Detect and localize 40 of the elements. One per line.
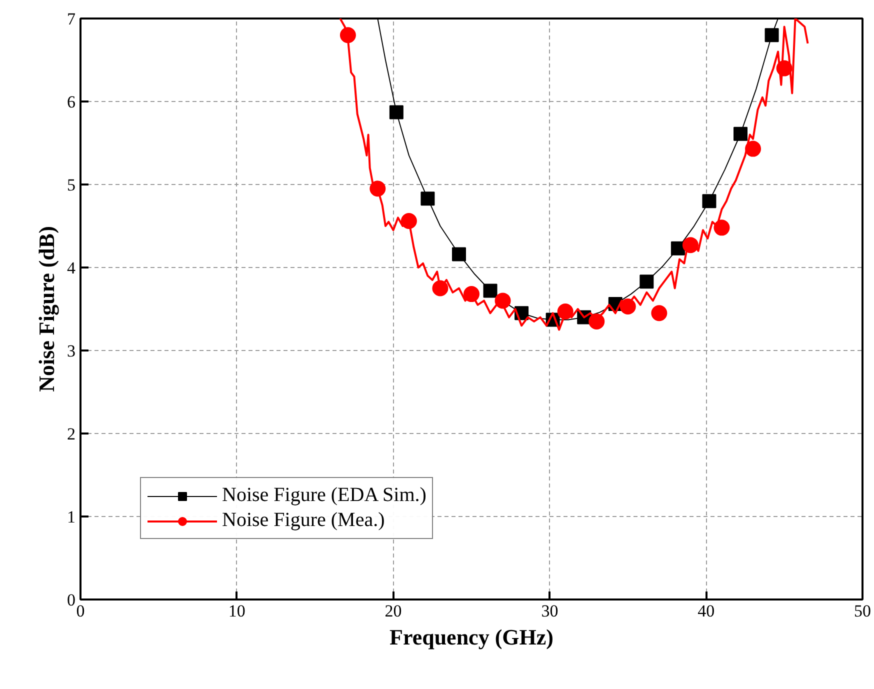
point (557, 304, 574, 320)
point (588, 313, 605, 330)
point (682, 237, 698, 254)
y-tick-label: 1 (67, 508, 76, 526)
x-tick-label: 50 (854, 602, 871, 620)
point (745, 140, 762, 157)
point (432, 280, 448, 296)
legend-label: Noise Figure (Mea.) (222, 509, 385, 532)
y-tick-label: 4 (67, 258, 76, 278)
point (620, 298, 636, 314)
x-tick-label: 30 (541, 602, 558, 620)
y-tick-label: 3 (67, 342, 76, 360)
y-tick-label: 5 (67, 176, 76, 194)
y-tick-label: 6 (67, 92, 76, 112)
point (400, 213, 417, 230)
point (494, 292, 511, 309)
point (776, 60, 792, 76)
y-axis-title: Noise Figure (dB) (34, 226, 59, 392)
point (670, 241, 685, 256)
y-tick-label: 7 (67, 10, 76, 28)
line-series (339, 18, 809, 331)
x-tick-label: 10 (228, 602, 246, 620)
point (702, 194, 716, 208)
x-tick-label: 20 (384, 602, 402, 620)
x-tick-label: 40 (698, 602, 715, 620)
point (640, 274, 654, 289)
point (734, 126, 748, 141)
point (464, 286, 480, 302)
x-axis-title: Frequency (GHz) (390, 624, 554, 650)
point (714, 220, 730, 236)
legend-label: Noise Figure (EDA Sim.) (222, 484, 426, 507)
point (420, 192, 435, 206)
point (389, 105, 404, 120)
point (651, 305, 668, 322)
point (452, 247, 466, 262)
y-tick-label: 2 (67, 424, 76, 444)
point (370, 180, 386, 197)
point (483, 284, 498, 298)
point (764, 28, 779, 42)
point (340, 27, 356, 44)
